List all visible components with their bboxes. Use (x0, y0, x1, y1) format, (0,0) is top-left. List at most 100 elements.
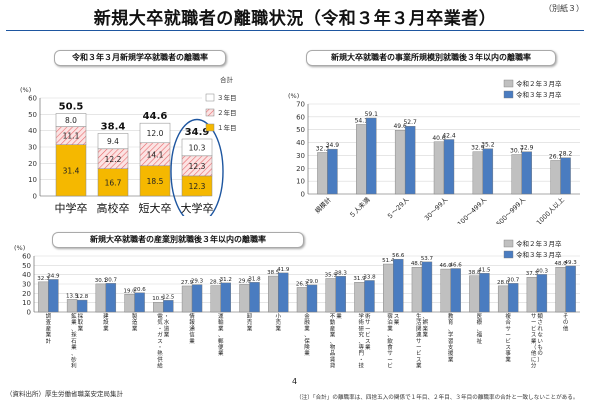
edu-ytick-label: 0 (33, 193, 37, 201)
industry-category-label: 建設業 (103, 312, 109, 332)
size-value-label: 42.4 (442, 132, 456, 139)
industry-category-label: 情報通信業 (189, 312, 195, 345)
industry-bar (555, 267, 566, 313)
chart-education-title: 令和３年３月新規学卒就職者の離職率 (54, 50, 226, 66)
industry-ytick-label: 10 (22, 299, 31, 307)
edu-bar-segment (181, 138, 213, 157)
industry-ytick-label: 60 (22, 253, 31, 261)
edu-segment-label: 14.1 (147, 150, 164, 159)
industry-bar (526, 276, 538, 313)
size-ytick-label: 30 (296, 152, 305, 160)
industry-value-label: 41.5 (478, 267, 491, 273)
industry-bar (134, 292, 145, 313)
chart-panel-education: 0 10 20 30 40 50 60 (%) 31.4 11.1 8.0 50.5 中学卒 16.7 12… (6, 46, 276, 225)
size-bar (327, 148, 338, 195)
industry-category-label: その他 (563, 313, 569, 332)
edu-ytick-label: 60 (28, 95, 37, 103)
industry-bar (479, 273, 490, 313)
size-bar (472, 151, 484, 195)
edu-legend-swatch (205, 108, 215, 117)
size-legend-swatch (503, 79, 514, 88)
edu-category-label: 大学卒 (181, 201, 214, 215)
industry-bar (306, 284, 318, 313)
industry-value-label: 56.6 (392, 253, 405, 259)
chart-size-svg: 0 10 20 30 40 50 60 70(%) 32.334.9 規模計 54.159.1 ５人未… (288, 79, 580, 228)
size-category-label: 規模計 (313, 195, 334, 216)
industry-bar (268, 275, 279, 313)
size-category-label: ５〜29人 (385, 195, 411, 221)
industry-value-label: 12.5 (162, 294, 175, 300)
industry-value-label: 37.3 (526, 271, 539, 277)
edu-ytick-label: 20 (28, 160, 37, 168)
industry-value-label: 10.5 (152, 296, 165, 302)
edu-bar-segment (55, 113, 87, 127)
size-bar (317, 152, 328, 195)
chart-industry-title: 新規大卒就職者の産業別就職後３年以内の離職率 (52, 232, 304, 248)
edu-ylabel: (%) (20, 86, 31, 94)
industry-category-label: 金融業、保険業 (304, 312, 310, 357)
industry-value-label: 48.0 (555, 261, 568, 267)
industry-bar (181, 285, 193, 313)
industry-category-label: 調査産業計 (46, 312, 52, 345)
industry-ytick-label: 30 (22, 281, 31, 289)
attachment-label: （別紙３） (544, 4, 584, 13)
size-category-label: 500〜999人 (495, 195, 528, 224)
edu-total-label: 50.5 (59, 102, 84, 113)
edu-category-label: 中学卒 (55, 201, 88, 215)
industry-value-label: 41.9 (277, 267, 290, 273)
chart-size-title: 新規大卒就職者の事業所規模別就職後３年以内の離職率 (306, 50, 556, 66)
industry-category-label: 学術研究、専門・技 (358, 312, 364, 370)
industry-bar (296, 287, 308, 313)
size-category-label: ５人未満 (347, 195, 372, 220)
industry-category-label: 採取業 (78, 312, 84, 332)
edu-ytick-label: 40 (28, 127, 37, 135)
industry-value-label: 19.0 (123, 288, 136, 294)
industry-category-label: ス業 (394, 313, 400, 326)
industry-ytick-label: 50 (22, 262, 31, 270)
industry-category-label: サービス業（他に分 (531, 313, 537, 370)
title-divider (6, 30, 584, 31)
industry-category-label: 小売業 (276, 312, 282, 332)
industry-category-label: 医療、福祉 (477, 313, 483, 345)
industry-bar (210, 285, 221, 313)
industry-value-label: 48.0 (411, 261, 424, 267)
size-category-label: 1000人以上 (534, 195, 566, 224)
size-bar (394, 130, 406, 195)
edu-legend-label: ３年目 (217, 93, 237, 102)
industry-ytick-label: 20 (22, 290, 31, 298)
industry-category-label: ・水道業 (164, 314, 170, 339)
size-bar (443, 139, 455, 195)
industry-category-label: 複合サービス事業 (505, 312, 511, 363)
industry-bar (565, 265, 576, 313)
industry-value-label: 49.3 (565, 260, 578, 266)
industry-bar (76, 299, 88, 313)
size-value-label: 32.3 (316, 145, 330, 152)
size-value-label: 28.2 (559, 151, 573, 158)
industry-value-label: 31.2 (220, 277, 232, 283)
industry-bar (153, 301, 164, 313)
edu-segment-label: 10.3 (189, 143, 206, 152)
edu-segment-label: 9.4 (107, 137, 119, 146)
size-bar (356, 124, 367, 195)
edu-bar-segment (139, 122, 171, 144)
industry-value-label: 12.8 (76, 294, 89, 300)
industry-legend-swatch (503, 239, 514, 248)
industry-value-label: 29.6 (238, 278, 251, 284)
industry-value-label: 30.7 (507, 277, 520, 283)
industry-bar (48, 279, 59, 313)
size-value-label: 26.1 (549, 153, 563, 160)
source-note: （資料出所）厚生労働省職業安定局集計 (6, 390, 123, 398)
industry-bar (393, 258, 404, 313)
size-ylabel: (%) (288, 92, 299, 100)
industry-value-label: 33.8 (363, 274, 376, 280)
size-value-label: 34.9 (326, 142, 340, 149)
edu-segment-label: 12.2 (105, 155, 122, 164)
industry-category-label: 宿泊業、飲食サービ (387, 312, 393, 370)
size-value-label: 32.9 (520, 145, 534, 152)
industry-value-label: 53.7 (421, 256, 434, 262)
industry-bar (354, 282, 365, 313)
size-ytick-label: 50 (296, 126, 305, 134)
edu-ytick-label: 10 (28, 176, 37, 184)
industry-value-label: 31.8 (248, 276, 261, 282)
industry-category-label: 教育、学習支援業 (448, 312, 454, 363)
